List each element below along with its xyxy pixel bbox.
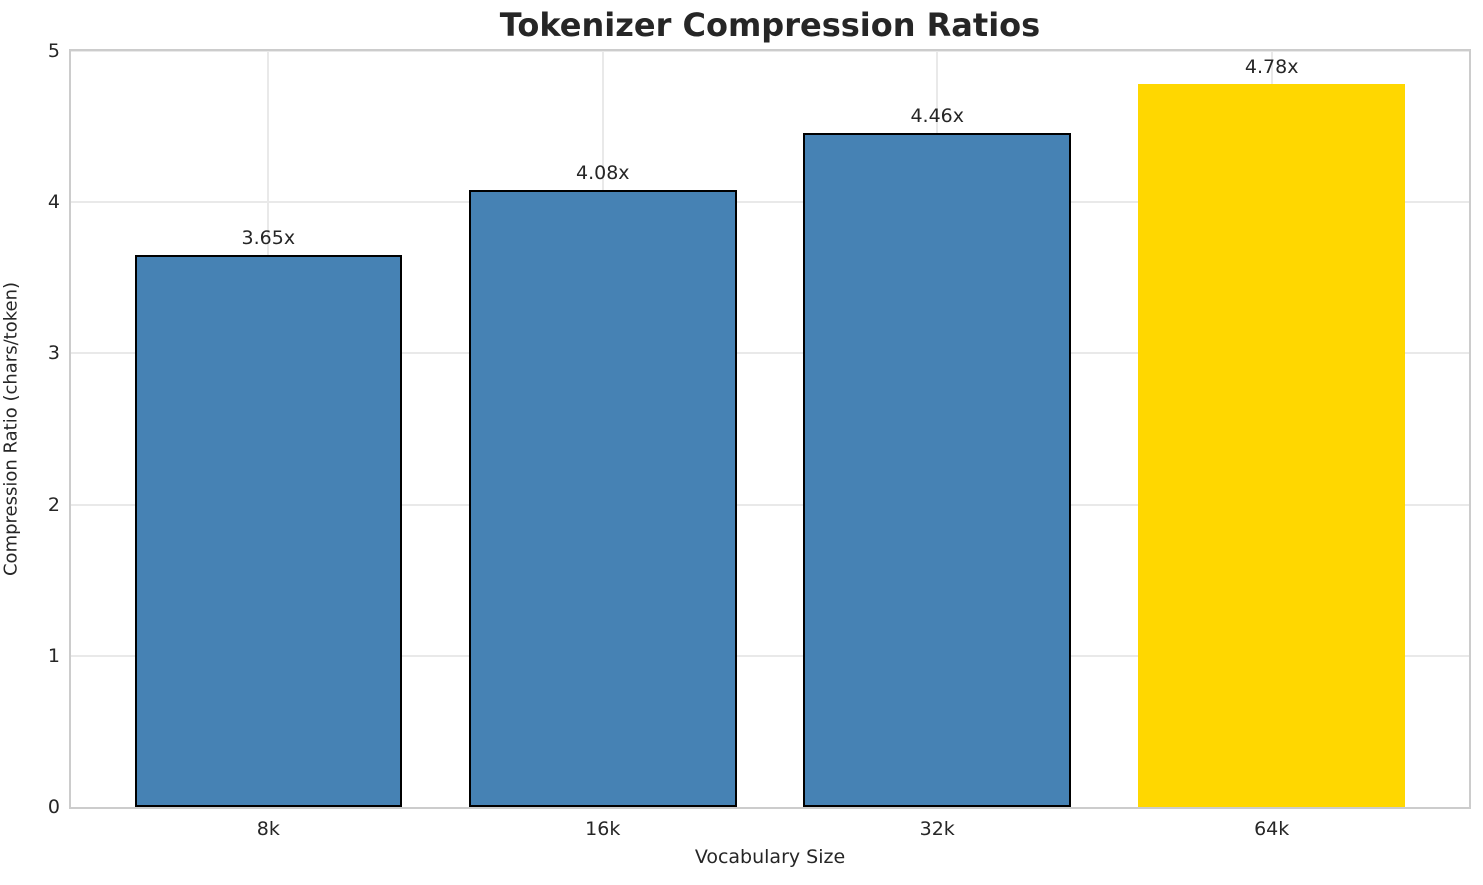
horizontal-gridline	[71, 654, 1469, 657]
bars-layer: 3.65x 4.08x 4.46x 4.78x	[71, 51, 1469, 807]
bar-32k	[803, 132, 1071, 807]
horizontal-gridline	[71, 50, 1469, 52]
y-tick-label: 2	[47, 493, 60, 516]
bar-value-label: 3.65x	[241, 227, 296, 250]
plot-area: 3.65x 4.08x 4.46x 4.78x	[69, 49, 1471, 809]
x-tick-label: 32k	[919, 818, 955, 840]
bar-value-label: 4.46x	[910, 104, 964, 127]
y-tick-label: 5	[47, 40, 60, 62]
horizontal-gridline	[71, 503, 1469, 506]
bar-8k	[134, 255, 403, 807]
x-tick-label: 64k	[1254, 818, 1290, 840]
y-tick-label: 3	[47, 342, 60, 365]
bar-value-label: 4.08x	[575, 162, 630, 185]
y-tick-label: 0	[47, 796, 60, 818]
y-tick-label: 1	[47, 644, 60, 667]
y-tick-label: 4	[47, 191, 60, 214]
bar-value-label: 4.78x	[1244, 56, 1299, 79]
y-axis-label: Compression Ratio (chars/token)	[0, 281, 22, 577]
chart-title: Tokenizer Compression Ratios	[499, 6, 1041, 44]
bar-16k	[468, 190, 737, 807]
horizontal-gridline	[71, 352, 1469, 355]
bar-64k	[1137, 84, 1406, 807]
x-axis-label: Vocabulary Size	[694, 846, 846, 868]
x-tick-label: 8k	[256, 818, 280, 840]
x-tick-label: 16k	[585, 818, 621, 840]
horizontal-gridline	[71, 201, 1469, 204]
